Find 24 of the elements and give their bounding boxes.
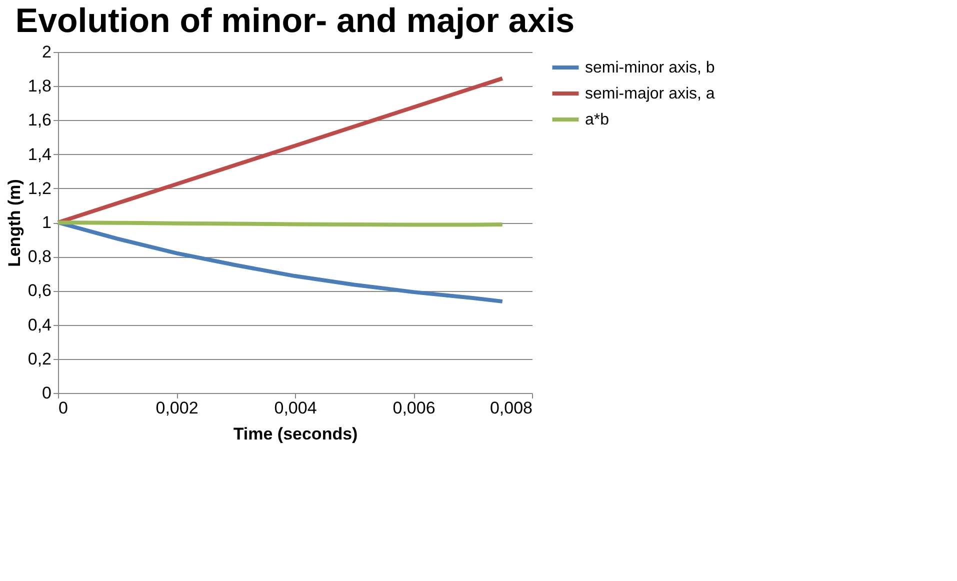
- y-tick-label: 1,2: [28, 178, 52, 198]
- x-tick-label: 0,004: [274, 398, 317, 418]
- x-tick-label: 0,006: [392, 398, 436, 418]
- chart-title: Evolution of minor- and major axis: [15, 2, 575, 40]
- y-axis-title: Length (m): [4, 179, 24, 267]
- y-tick-label: 0: [42, 384, 52, 402]
- y-tick-label: 1: [42, 213, 52, 232]
- line-series: [56, 76, 504, 224]
- y-tick-label: 1,6: [28, 110, 52, 130]
- legend-label: a*b: [585, 112, 610, 128]
- x-tick-label: 0: [58, 398, 68, 418]
- x-axis-title: Time (seconds): [233, 424, 358, 444]
- line-series: [56, 220, 504, 304]
- legend-label: semi-minor axis, b: [585, 60, 715, 76]
- y-tick-label: 1,8: [28, 76, 52, 96]
- y-tick-label: 0,2: [28, 349, 52, 368]
- y-tick-label: 0,4: [28, 315, 52, 334]
- x-tick-label: 0,002: [156, 398, 198, 418]
- y-tick-label: 0,8: [28, 247, 52, 266]
- y-tick-label: 1,4: [28, 144, 52, 164]
- legend-label: semi-major axis, a: [585, 86, 715, 102]
- y-tick-label: 0,6: [28, 281, 52, 300]
- y-tick-label: 2: [42, 42, 52, 62]
- x-tick-label: 0,008: [490, 398, 532, 418]
